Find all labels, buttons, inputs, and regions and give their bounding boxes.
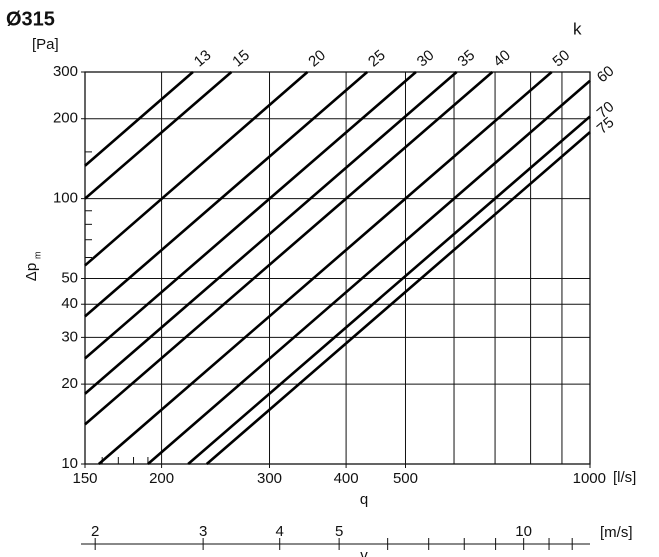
y-tick-label: 30	[61, 328, 78, 345]
k-line	[97, 71, 553, 465]
y-tick-label: 40	[61, 295, 78, 312]
series-label: k	[573, 19, 582, 38]
x-unit: [l/s]	[613, 469, 636, 486]
y-tick-label: 300	[53, 63, 78, 80]
y-tick-label: 10	[61, 455, 78, 472]
y-tick-label: 200	[53, 110, 78, 127]
plot-frame	[84, 71, 591, 465]
k-label: 60	[594, 62, 618, 86]
x-tick-label: 1000	[573, 470, 606, 487]
x2-tick-label: 10	[515, 523, 532, 540]
y-unit: [Pa]	[32, 36, 59, 53]
k-label: 25	[365, 47, 389, 71]
k-line	[84, 71, 369, 318]
k-label: 75	[594, 114, 618, 138]
k-label: 35	[454, 47, 478, 71]
k-line	[84, 71, 309, 267]
k-label: 13	[191, 47, 215, 71]
x2-unit: [m/s]	[600, 524, 633, 541]
y-tick-label: 20	[61, 375, 78, 392]
chart-title: Ø315	[6, 8, 55, 30]
k-label: 50	[550, 47, 574, 71]
k-line	[84, 71, 494, 426]
k-label: 20	[305, 47, 329, 71]
y-axis-label: Δp m	[23, 252, 42, 282]
x2-tick-label: 2	[91, 523, 99, 540]
k-label: 15	[229, 47, 253, 71]
x-label: q	[360, 491, 368, 508]
k-label: 30	[414, 47, 438, 71]
k-line	[84, 71, 458, 395]
k-line	[147, 79, 591, 465]
y-label-sub: m	[32, 252, 42, 260]
x2-label: v	[360, 547, 368, 557]
k-line	[84, 71, 233, 200]
x-tick-label: 500	[393, 470, 418, 487]
k-line	[84, 71, 194, 167]
y-tick-label: 100	[53, 190, 78, 207]
x2-tick-label: 4	[276, 523, 284, 540]
x-tick-label: 200	[149, 470, 174, 487]
x-tick-label: 150	[72, 470, 97, 487]
x-tick-label: 300	[257, 470, 282, 487]
x2-tick-label: 5	[335, 523, 343, 540]
x2-tick-label: 3	[199, 523, 207, 540]
y-label: Δp	[23, 263, 40, 281]
k-line	[205, 131, 591, 465]
k-line	[84, 71, 417, 360]
k-label: 40	[490, 47, 514, 71]
x-tick-label: 400	[334, 470, 359, 487]
k-line	[187, 115, 591, 465]
y-tick-label: 50	[61, 269, 78, 286]
